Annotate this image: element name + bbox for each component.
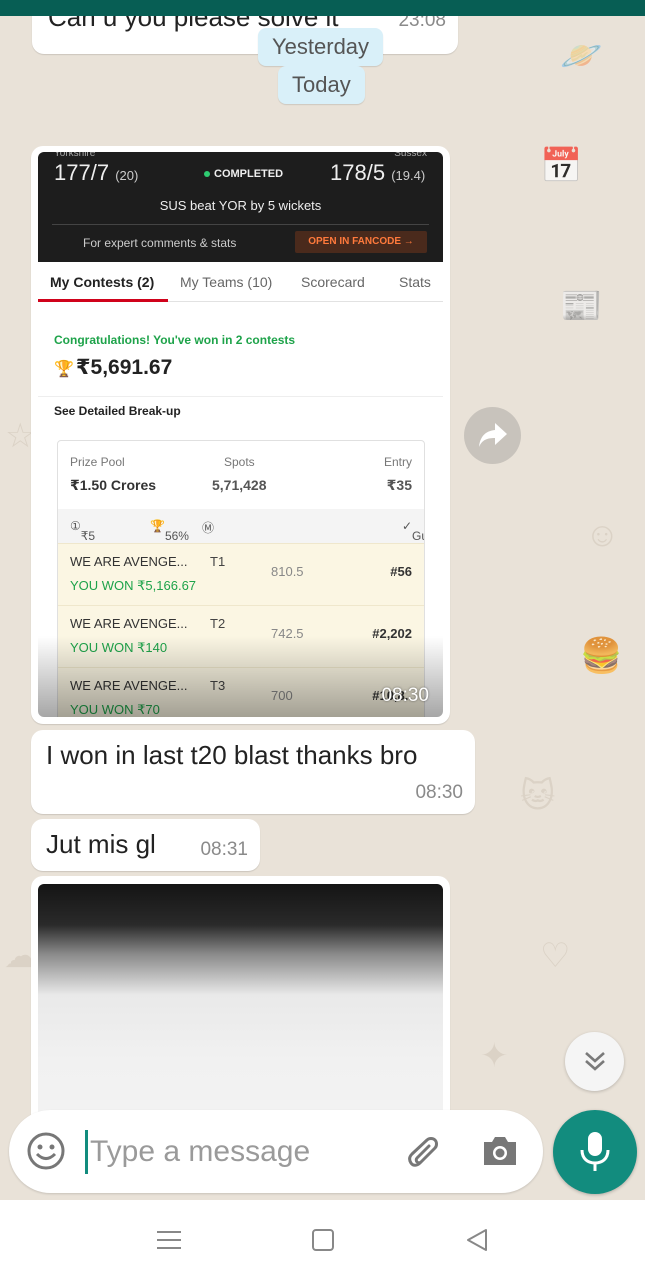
won-amount: 🏆₹5,691.67: [54, 355, 172, 380]
entry-value: ₹35: [386, 477, 412, 493]
overs-right: (19.4): [391, 168, 426, 183]
first-prize: ① ₹5 Lakhs: [70, 519, 113, 557]
spots-value: 5,71,428: [212, 477, 267, 493]
team-row: WE ARE AVENGE... T2 742.5 #2,202 YOU WON…: [58, 605, 424, 667]
team-points: 810.5: [271, 564, 304, 579]
message-time: 23:08: [398, 16, 446, 31]
newspaper-doodle-icon: 📰: [560, 287, 603, 325]
voice-record-button[interactable]: [553, 1110, 637, 1194]
contest-card: Prize Pool ₹1.50 Crores Spots 5,71,428 E…: [57, 440, 425, 717]
detailed-breakup-link: See Detailed Break-up: [54, 404, 181, 418]
prize-pool-label: Prize Pool: [70, 455, 125, 469]
score-right-value: 178/5: [330, 160, 386, 185]
message-bubble-previous[interactable]: Can u you please solve it 23:08: [32, 16, 458, 54]
team-left-name: Yorkshire: [54, 152, 96, 159]
entry-label: Entry: [383, 455, 412, 469]
attach-icon[interactable]: [402, 1132, 442, 1172]
message-text: Jut mis gl: [46, 829, 156, 859]
top-app-bar: [0, 0, 645, 16]
score-left-value: 177/7: [54, 160, 110, 185]
date-chip-today: Today: [278, 66, 365, 104]
emoji-icon[interactable]: [26, 1131, 66, 1171]
guaranteed-badge: ✓ Guaranteed: [401, 519, 424, 543]
team-winnings: YOU WON ₹5,166.67: [70, 578, 197, 593]
open-fancode-button: OPEN IN FANCODE →: [295, 231, 427, 253]
prize-pool-value: ₹1.50 Crores: [70, 477, 157, 493]
active-tab-indicator: [38, 299, 168, 302]
won-amount-value: ₹5,691.67: [75, 356, 173, 379]
forward-button[interactable]: [464, 407, 521, 464]
contest-tabs: My Contests (2) My Teams (10) Scorecard …: [38, 262, 443, 302]
system-navigation-bar: [0, 1200, 645, 1280]
status-label: COMPLETED: [214, 168, 284, 180]
tag-doodle-icon: ✦: [480, 1037, 509, 1075]
heart-doodle-icon: ♡: [540, 937, 571, 975]
tab-stats: Stats: [399, 274, 431, 290]
planet-doodle-icon: 🪐: [560, 37, 603, 75]
team-name: WE ARE AVENGE...: [70, 616, 188, 631]
trophy-icon: 🏆: [54, 361, 74, 378]
date-chip-yesterday: Yesterday: [258, 28, 384, 66]
image-message-time: 08:30: [381, 685, 429, 706]
message-bubble[interactable]: I won in last t20 blast thanks bro 08:30: [31, 730, 475, 814]
team-tag: T2: [210, 616, 226, 631]
cat-doodle-icon: 🐱: [520, 777, 556, 815]
smiley-doodle-icon: ☺: [585, 516, 620, 554]
team-rank: #10,8..: [372, 688, 412, 703]
team-name: WE ARE AVENGE...: [70, 678, 188, 693]
calendar-doodle-icon: 📅: [540, 147, 583, 185]
team-points: 742.5: [271, 626, 304, 641]
message-time: 08:31: [200, 839, 248, 860]
chat-area[interactable]: 🪐 📅 📰 ☺ 🍔 🐱 ♡ ☆ ☁ ✦ Can u you please sol…: [0, 16, 645, 1200]
message-composer: [9, 1110, 543, 1193]
text-cursor: [85, 1130, 88, 1174]
star-doodle-icon: ☆: [5, 417, 36, 455]
home-icon[interactable]: [311, 1228, 335, 1252]
team-row: WE ARE AVENGE... T1 810.5 #56 YOU WON ₹5…: [58, 543, 424, 605]
score-right: 178/5 (19.4): [330, 160, 425, 186]
message-bubble[interactable]: Jut mis gl 08:31: [31, 819, 260, 871]
menu-icon[interactable]: [156, 1228, 182, 1252]
expert-comments-text: For expert comments & stats: [83, 236, 237, 250]
team-winnings: YOU WON ₹140: [70, 640, 167, 656]
double-chevron-down-icon: [584, 1052, 605, 1071]
match-status: COMPLETED: [204, 168, 283, 180]
microphone-icon: [580, 1132, 610, 1171]
team-rank: #2,202: [372, 626, 412, 641]
camera-icon[interactable]: [480, 1133, 520, 1169]
image-time-overlay: 08:30: [38, 636, 443, 717]
winnings-card: Congratulations! You've won in 2 contest…: [38, 317, 443, 397]
score-left: 177/7 (20): [54, 160, 138, 186]
match-result: SUS beat YOR by 5 wickets: [159, 198, 322, 213]
message-text: I won in last t20 blast thanks bro: [46, 740, 418, 770]
message-input[interactable]: [90, 1128, 390, 1176]
forward-icon: [478, 423, 507, 447]
team-name: WE ARE AVENGE...: [70, 554, 188, 569]
image-message-bubble[interactable]: Yorkshire Sussex 177/7 (20) COMPLETED 17…: [31, 146, 450, 724]
scroll-to-bottom-button[interactable]: [565, 1032, 624, 1091]
tab-my-teams: My Teams (10): [180, 274, 273, 290]
team-tag: T3: [210, 678, 225, 693]
multi-entry-icon: Ⓜ: [202, 521, 215, 535]
burger-doodle-icon: 🍔: [580, 637, 623, 675]
spots-label: Spots: [224, 455, 255, 469]
team-right-name: Sussex: [394, 152, 427, 159]
win-percent: 🏆 56%: [150, 519, 189, 543]
back-icon[interactable]: [465, 1228, 489, 1252]
team-points: 700: [271, 688, 293, 703]
match-header: Yorkshire Sussex 177/7 (20) COMPLETED 17…: [38, 152, 443, 262]
team-tag: T1: [210, 554, 226, 569]
tab-scorecard: Scorecard: [301, 274, 365, 290]
message-time: 08:30: [415, 782, 463, 803]
shared-screenshot-image[interactable]: Yorkshire Sussex 177/7 (20) COMPLETED 17…: [38, 152, 443, 717]
tab-my-contests: My Contests (2): [50, 274, 155, 290]
congrats-text: Congratulations! You've won in 2 contest…: [54, 333, 296, 347]
team-winnings: YOU WON ₹70: [70, 702, 160, 717]
team-row: WE ARE AVENGE... T3 700 #10,8.. YOU WON …: [58, 667, 424, 717]
contest-meta-row: ① ₹5 Lakhs 🏆 56% Ⓜ ✓ Guaranteed: [58, 509, 424, 557]
team-rank: #56: [390, 564, 412, 579]
overs-left: (20): [115, 168, 139, 183]
